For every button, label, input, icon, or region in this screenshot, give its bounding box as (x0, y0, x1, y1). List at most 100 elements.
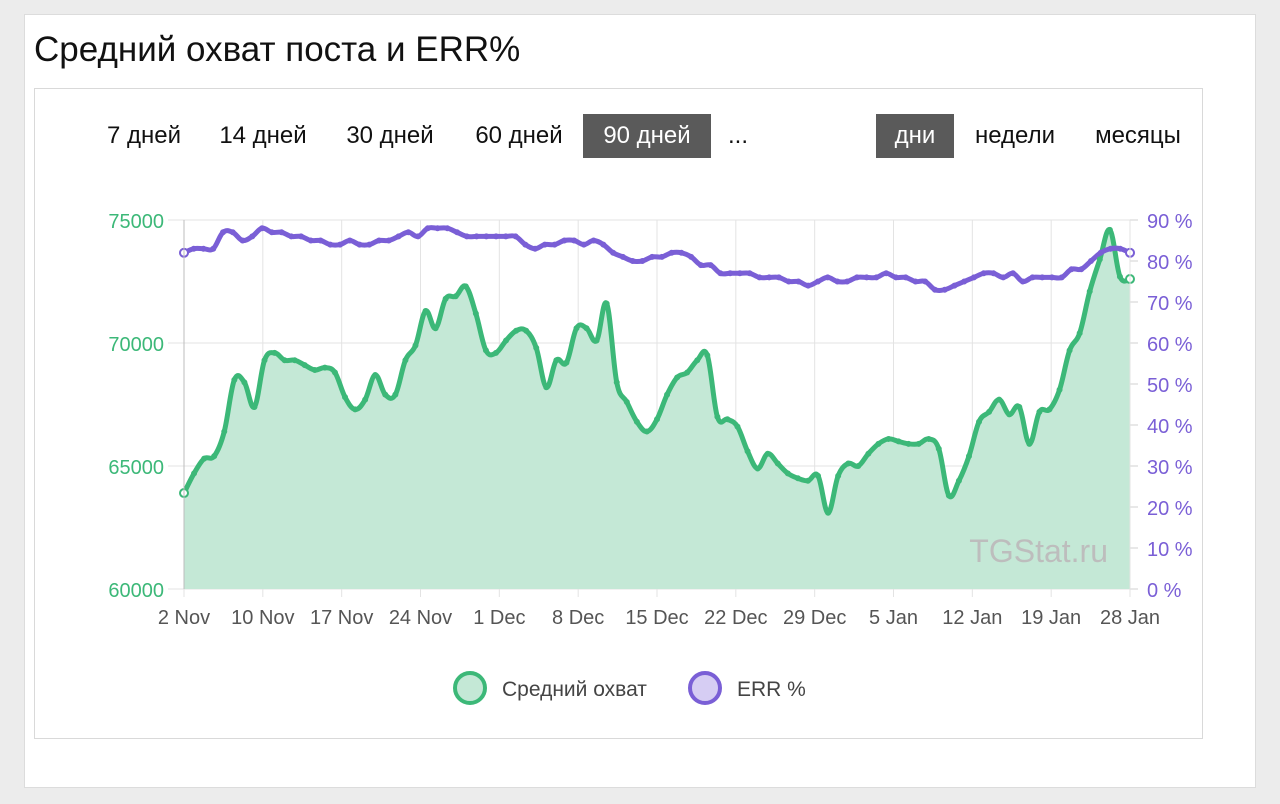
reach-point (825, 509, 832, 516)
x-tick-label: 17 Nov (310, 607, 373, 629)
reach-point (804, 477, 811, 484)
legend-label-err: ERR % (737, 678, 806, 701)
reach-point (935, 445, 942, 452)
y-right-tick-label: 10 % (1147, 539, 1193, 561)
err-point (541, 241, 548, 248)
err-point (785, 278, 792, 285)
err-point (863, 274, 870, 281)
err-point (366, 241, 373, 248)
y-left-tick-label: 60000 (108, 580, 164, 602)
err-point (1068, 266, 1075, 273)
err-point (239, 237, 246, 244)
reach-point (955, 477, 962, 484)
range-button-90-days[interactable]: 90 дней (583, 114, 711, 158)
reach-point (674, 374, 681, 381)
reach-point (321, 364, 328, 371)
reach-point (523, 327, 530, 334)
err-point (395, 233, 402, 240)
reach-point (895, 438, 902, 445)
err-point (385, 237, 392, 244)
reach-point (462, 283, 469, 290)
err-point (502, 233, 509, 240)
legend-item-reach[interactable]: Средний охват (453, 671, 647, 705)
err-point (1000, 274, 1007, 281)
legend-item-err[interactable]: ERR % (688, 671, 806, 705)
reach-point (915, 440, 922, 447)
err-point (1097, 249, 1104, 256)
reach-point (815, 472, 822, 479)
err-point (249, 233, 256, 240)
reach-point (633, 418, 640, 425)
granularity-button-days[interactable]: дни (876, 114, 954, 158)
range-button-7-days[interactable]: 7 дней (106, 122, 182, 149)
err-point (463, 233, 470, 240)
err-point (1078, 266, 1085, 273)
err-point (590, 237, 597, 244)
err-point (688, 253, 695, 260)
x-tick-label: 22 Dec (704, 607, 767, 629)
err-point (795, 278, 802, 285)
err-point (1019, 278, 1026, 285)
err-point (883, 270, 890, 277)
reach-point (1056, 386, 1063, 393)
err-point (697, 262, 704, 269)
reach-point (643, 428, 650, 435)
reach-point (573, 325, 580, 332)
err-point (200, 245, 207, 252)
err-point (346, 237, 353, 244)
err-point (317, 237, 324, 244)
err-point (892, 274, 899, 281)
range-button-more[interactable]: ... (727, 122, 748, 149)
reach-point (191, 470, 198, 477)
err-point (610, 249, 617, 256)
granularity-button-weeks[interactable]: недели (974, 122, 1056, 149)
reach-point (392, 391, 399, 398)
reach-point (412, 342, 419, 349)
reach-point (986, 408, 993, 415)
reach-point (845, 460, 852, 467)
reach-point (1106, 226, 1113, 233)
err-point (902, 274, 909, 281)
err-point (834, 278, 841, 285)
granularity-button-months[interactable]: месяцы (1095, 122, 1181, 149)
x-tick-label: 24 Nov (389, 607, 452, 629)
reach-point (945, 492, 952, 499)
reach-point (855, 463, 862, 469)
err-point (307, 237, 314, 244)
err-point (873, 274, 880, 281)
range-button-60-days[interactable]: 60 дней (475, 122, 563, 149)
reach-point (603, 300, 610, 307)
err-point (775, 274, 782, 281)
reach-point (402, 357, 409, 364)
err-point (268, 229, 275, 236)
err-point (298, 233, 305, 240)
err-point (571, 237, 578, 244)
err-point (259, 225, 266, 232)
page-title: Средний охват поста и ERR% (34, 30, 521, 69)
chart-axes: 60000 65000 70000 75000 0 % 10 % 20 % 30 % 40 % 5… (108, 211, 1192, 629)
range-button-14-days[interactable]: 14 дней (219, 122, 307, 149)
err-point (190, 245, 197, 252)
err-point (766, 274, 773, 281)
err-point (220, 229, 227, 236)
reach-point (301, 362, 308, 369)
err-point (853, 274, 860, 281)
reach-point (1076, 330, 1083, 337)
range-button-30-days[interactable]: 30 дней (346, 122, 434, 149)
reach-point (664, 391, 671, 398)
reach-point (513, 327, 520, 334)
reach-point (794, 475, 801, 482)
y-right-tick-label: 60 % (1147, 334, 1193, 356)
reach-point (482, 347, 489, 354)
reach-point (533, 344, 540, 351)
err-point (941, 286, 948, 293)
err-point (376, 237, 383, 244)
err-point (629, 258, 636, 264)
err-point (532, 245, 539, 252)
reach-point (593, 337, 600, 344)
y-right-tick-label: 40 % (1147, 416, 1193, 438)
reach-point (543, 384, 550, 391)
reach-point (583, 325, 590, 332)
reach-point (372, 371, 379, 378)
